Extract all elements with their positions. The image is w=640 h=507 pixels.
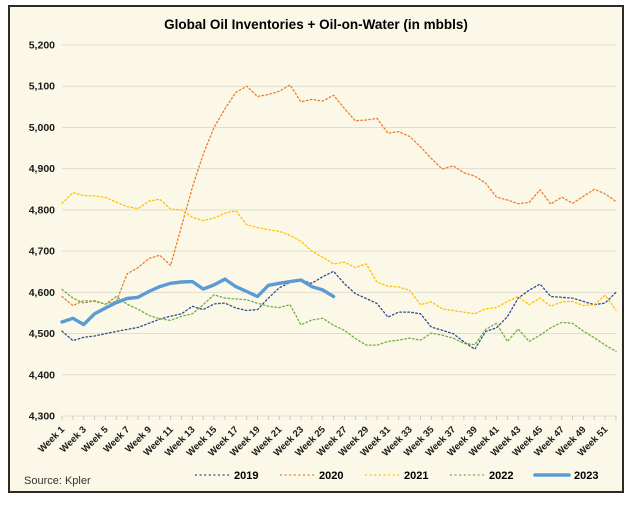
series-2021-line — [61, 191, 617, 315]
series-2022-line — [61, 288, 617, 352]
legend-label: 2023 — [574, 470, 598, 482]
source-label: Source: Kpler — [24, 475, 91, 487]
plot-area — [60, 84, 617, 352]
x-axis-ticks — [61, 416, 617, 420]
legend-item-2019: 2019 — [195, 470, 258, 482]
inventory-chart: Global Oil Inventories + Oil-on-Water (i… — [24, 17, 617, 487]
series-2020-line — [61, 84, 617, 307]
y-axis-tick-label: 4,300 — [29, 411, 55, 423]
legend-item-2021: 2021 — [365, 470, 428, 482]
y-axis-tick-label: 4,600 — [29, 287, 55, 299]
legend-item-2020: 2020 — [280, 470, 343, 482]
series-2023-line — [60, 277, 336, 327]
legend-item-2023: 2023 — [533, 470, 598, 482]
legend: 2019 2020 2021 2022 2023 — [195, 470, 598, 482]
y-axis-tick-label: 4,400 — [29, 369, 55, 381]
legend-label: 2019 — [234, 470, 258, 482]
series-2019-line — [61, 270, 617, 350]
legend-label: 2021 — [404, 470, 428, 482]
y-axis-tick-label: 5,200 — [29, 40, 55, 52]
y-axis-labels: 4,300 4,400 4,500 4,600 4,700 4,800 4,900 5,000… — [29, 40, 55, 423]
y-axis-tick-label: 5,100 — [29, 81, 55, 93]
chart-title: Global Oil Inventories + Oil-on-Water (i… — [164, 17, 468, 32]
legend-label: 2020 — [319, 470, 343, 482]
y-axis-tick-label: 4,500 — [29, 328, 55, 340]
legend-label: 2022 — [489, 470, 513, 482]
gridlines — [62, 44, 616, 417]
y-axis-tick-label: 4,700 — [29, 246, 55, 258]
y-axis-tick-label: 4,900 — [29, 163, 55, 175]
legend-item-2022: 2022 — [450, 470, 513, 482]
chart-frame: Global Oil Inventories + Oil-on-Water (i… — [8, 5, 624, 493]
y-axis-tick-label: 4,800 — [29, 204, 55, 216]
y-axis-tick-label: 5,000 — [29, 122, 55, 134]
